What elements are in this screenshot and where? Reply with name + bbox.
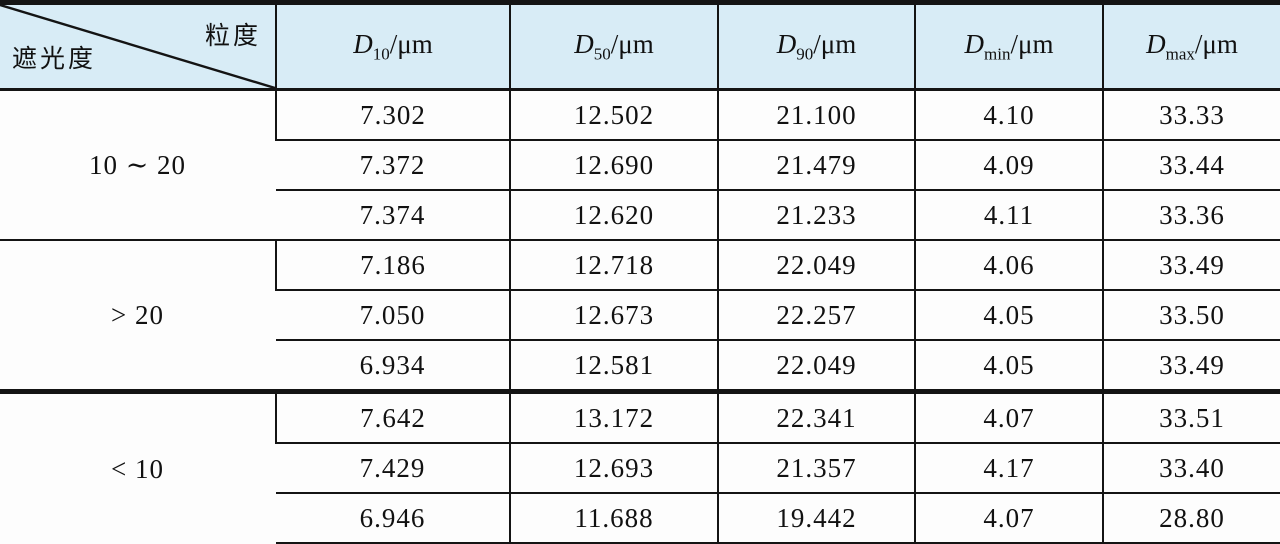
value-cell: 4.09 [914, 139, 1103, 190]
table-row: < 10 7.642 13.172 22.341 4.07 33.51 [0, 389, 1280, 544]
value-cell: 12.581 [509, 339, 718, 392]
table-row: 7.374 12.620 21.233 4.11 33.36 [0, 189, 1280, 240]
column-subscript: 10 [372, 44, 390, 64]
column-header-dmin: Dmin/μm [914, 0, 1103, 91]
group-label-cell-gt-20: > 20 [0, 239, 276, 392]
column-header-d50: D50/μm [509, 0, 718, 91]
value-cell: 12.502 [509, 88, 718, 140]
table-row: 7.372 12.690 21.479 4.09 33.44 [0, 139, 1280, 190]
value-cell: 11.688 [509, 492, 718, 544]
value-cell: 33.49 [1102, 339, 1280, 392]
corner-label-top-right: 粒度 [204, 23, 261, 50]
column-header-d90: D90/μm [717, 0, 915, 91]
column-unit: /μm [610, 28, 654, 59]
value-cell: 12.690 [509, 139, 718, 190]
value-cell: 19.442 [717, 492, 915, 544]
column-subscript: 50 [593, 44, 611, 64]
value-cell: 12.718 [509, 239, 718, 290]
value-cell: 7.186 [275, 239, 510, 290]
value-cell: 33.49 [1102, 239, 1280, 290]
value-cell: 4.05 [914, 339, 1103, 392]
value-cell: 28.80 [1102, 492, 1280, 544]
column-header-d10: D10/μm [275, 0, 510, 91]
value-cell: 33.36 [1102, 189, 1280, 240]
column-subscript: 90 [796, 44, 814, 64]
value-cell: 7.302 [275, 88, 510, 140]
value-cell: 4.10 [914, 88, 1103, 140]
value-cell: 22.341 [717, 389, 915, 443]
value-cell: 21.479 [717, 139, 915, 190]
table-row: 6.934 12.581 22.049 4.05 33.49 [0, 339, 1280, 392]
column-symbol: D [574, 28, 594, 59]
value-cell: 33.44 [1102, 139, 1280, 190]
value-cell: 7.642 [275, 389, 510, 443]
value-cell: 21.357 [717, 442, 915, 493]
value-cell: 22.049 [717, 339, 915, 392]
value-cell: 4.07 [914, 389, 1103, 443]
column-unit: /μm [813, 28, 857, 59]
value-cell: 33.40 [1102, 442, 1280, 493]
header-row: 粒度 遮光度 D10/μm D50/μm D90/μm Dmin/μm Dmax… [0, 0, 1280, 91]
column-unit: /μm [1010, 28, 1054, 59]
table-row: 7.429 12.693 21.357 4.17 33.40 [0, 442, 1280, 493]
value-cell: 33.33 [1102, 88, 1280, 140]
column-symbol: D [964, 28, 985, 59]
table-row: > 20 7.186 12.718 22.049 4.06 33.49 [0, 239, 1280, 392]
group-label-cell-lt-10: < 10 [0, 389, 276, 544]
value-cell: 21.100 [717, 88, 915, 140]
column-unit: /μm [1194, 28, 1238, 59]
group-label-cell-10-20: 10 ∼ 20 [0, 88, 276, 240]
value-cell: 33.50 [1102, 289, 1280, 340]
value-cell: 7.372 [276, 139, 510, 190]
value-cell: 6.946 [276, 492, 510, 544]
corner-label-bottom-left: 遮光度 [12, 46, 97, 73]
value-cell: 22.257 [717, 289, 915, 340]
value-cell: 4.17 [914, 442, 1103, 493]
value-cell: 21.233 [717, 189, 915, 240]
value-cell: 7.050 [276, 289, 510, 340]
value-cell: 12.620 [509, 189, 718, 240]
value-cell: 4.11 [914, 189, 1103, 240]
column-symbol: D [776, 28, 797, 59]
value-cell: 22.049 [717, 239, 915, 290]
value-cell: 4.06 [914, 239, 1103, 290]
value-cell: 7.429 [276, 442, 510, 493]
value-cell: 12.673 [509, 289, 718, 340]
table-row: 6.946 11.688 19.442 4.07 28.80 [0, 492, 1280, 544]
value-cell: 33.51 [1102, 389, 1280, 443]
column-unit: /μm [389, 28, 433, 59]
column-symbol: D [1146, 28, 1166, 59]
column-header-dmax: Dmax/μm [1102, 0, 1280, 91]
value-cell: 6.934 [276, 339, 510, 392]
value-cell: 13.172 [509, 389, 718, 443]
column-subscript: max [1165, 44, 1195, 64]
corner-cell: 粒度 遮光度 [0, 0, 276, 91]
diagonal-divider-line [4, 7, 275, 87]
value-cell: 12.693 [509, 442, 718, 493]
value-cell: 7.374 [276, 189, 510, 240]
table-row: 7.050 12.673 22.257 4.05 33.50 [0, 289, 1280, 340]
column-subscript: min [984, 44, 1011, 64]
table-row: 10 ∼ 20 7.302 12.502 21.100 4.10 33.33 [0, 88, 1280, 240]
column-symbol: D [353, 28, 373, 59]
value-cell: 4.05 [914, 289, 1103, 340]
value-cell: 4.07 [914, 492, 1103, 544]
